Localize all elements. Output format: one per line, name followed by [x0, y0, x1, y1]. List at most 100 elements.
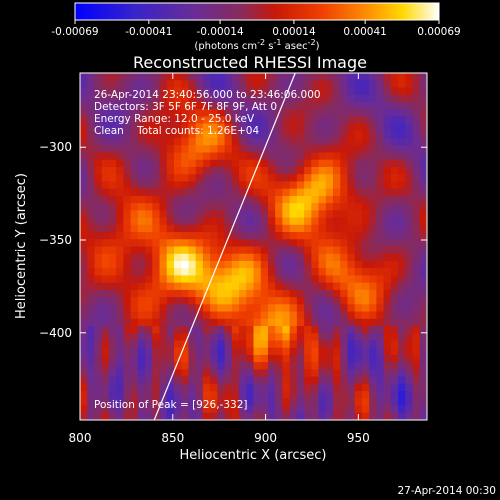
- heatmap-cell: [398, 138, 406, 146]
- heatmap-cell: [383, 297, 392, 305]
- heatmap-cell: [296, 217, 305, 226]
- heatmap-cell: [181, 383, 189, 392]
- heatmap-cell: [195, 340, 204, 349]
- heatmap-cell: [296, 354, 305, 363]
- heatmap-cell: [181, 376, 189, 385]
- heatmap-cell: [130, 224, 139, 233]
- heatmap-cell: [101, 376, 110, 385]
- heatmap-cell: [289, 275, 298, 284]
- heatmap-cell: [239, 73, 247, 81]
- heatmap-cell: [217, 80, 225, 88]
- heatmap-cell: [412, 333, 421, 341]
- heatmap-cell: [275, 333, 283, 341]
- heatmap-cell: [376, 304, 385, 312]
- heatmap-cell: [246, 195, 254, 204]
- heatmap-cell: [166, 253, 175, 262]
- heatmap-cell: [87, 174, 95, 182]
- heatmap-cell: [325, 318, 334, 327]
- heatmap-cell: [275, 311, 283, 320]
- heatmap-cell: [347, 347, 356, 356]
- heatmap-cell: [202, 391, 211, 399]
- heatmap-cell: [419, 311, 427, 320]
- heatmap-cell: [188, 166, 197, 175]
- heatmap-cell: [412, 391, 421, 399]
- heatmap-cell: [210, 203, 218, 211]
- heatmap-cell: [412, 383, 421, 392]
- heatmap-cell: [130, 246, 139, 255]
- heatmap-cell: [173, 224, 182, 233]
- heatmap-cell: [130, 101, 139, 110]
- heatmap-cell: [217, 217, 225, 226]
- heatmap-cell: [369, 174, 377, 182]
- heatmap-cell: [246, 239, 254, 247]
- heatmap-cell: [188, 304, 197, 312]
- heatmap-cell: [361, 232, 370, 240]
- heatmap-cell: [383, 391, 392, 399]
- heatmap-cell: [267, 383, 276, 392]
- heatmap-cell: [217, 260, 225, 269]
- heatmap-cell: [289, 130, 298, 139]
- heatmap-cell: [383, 369, 392, 378]
- heatmap-cell: [318, 253, 327, 262]
- heatmap-cell: [181, 203, 189, 211]
- heatmap-cell: [195, 275, 204, 284]
- heatmap-cell: [325, 138, 334, 146]
- heatmap-cell: [166, 101, 175, 110]
- heatmap-cell: [202, 203, 211, 211]
- heatmap-cell: [80, 383, 88, 392]
- heatmap-cell: [361, 246, 370, 255]
- heatmap-cell: [152, 203, 160, 211]
- heatmap-cell: [369, 282, 377, 291]
- heatmap-cell: [195, 405, 204, 414]
- heatmap-cell: [398, 354, 406, 363]
- heatmap-cell: [354, 333, 363, 341]
- heatmap-cell: [116, 326, 124, 334]
- heatmap-cell: [239, 347, 247, 356]
- heatmap-cell: [202, 246, 211, 255]
- y-tick-label: −350: [39, 233, 72, 247]
- heatmap-cell: [405, 318, 413, 327]
- heatmap-cell: [318, 174, 327, 182]
- heatmap-cell: [296, 412, 305, 420]
- heatmap-cell: [347, 123, 356, 132]
- heatmap-cell: [181, 101, 189, 110]
- heatmap-cell: [296, 340, 305, 349]
- heatmap-cell: [275, 398, 283, 406]
- heatmap-cell: [325, 260, 334, 269]
- heatmap-cell: [275, 383, 283, 392]
- heatmap-cell: [202, 116, 211, 125]
- heatmap-cell: [260, 383, 269, 392]
- heatmap-cell: [398, 130, 406, 139]
- heatmap-cell: [275, 340, 283, 349]
- footer-date: 27-Apr-2014 00:30: [397, 485, 496, 497]
- heatmap-cell: [260, 217, 269, 226]
- heatmap-cell: [369, 362, 377, 370]
- heatmap-cell: [333, 297, 341, 305]
- heatmap-cell: [267, 145, 276, 153]
- heatmap-cell: [217, 405, 225, 414]
- heatmap-cell: [318, 80, 327, 88]
- heatmap-cell: [398, 333, 406, 341]
- heatmap-cell: [173, 347, 182, 356]
- heatmap-cell: [101, 159, 110, 168]
- heatmap-cell: [101, 246, 110, 255]
- heatmap-cell: [390, 152, 399, 161]
- heatmap-cell: [289, 159, 298, 168]
- heatmap-cell: [145, 297, 153, 305]
- heatmap-cell: [101, 123, 110, 132]
- heatmap-cell: [289, 87, 298, 96]
- heatmap-cell: [419, 123, 427, 132]
- heatmap-cell: [390, 376, 399, 385]
- heatmap-cell: [361, 94, 370, 103]
- heatmap-cell: [289, 398, 298, 406]
- heatmap-cell: [398, 166, 406, 175]
- heatmap-cell: [123, 326, 132, 334]
- heatmap-cell: [224, 369, 233, 378]
- heatmap-cell: [304, 383, 312, 392]
- heatmap-cell: [123, 376, 132, 385]
- heatmap-cell: [304, 152, 312, 161]
- heatmap-cell: [123, 224, 132, 233]
- heatmap-cell: [152, 391, 160, 399]
- heatmap-cell: [347, 318, 356, 327]
- heatmap-cell: [152, 376, 160, 385]
